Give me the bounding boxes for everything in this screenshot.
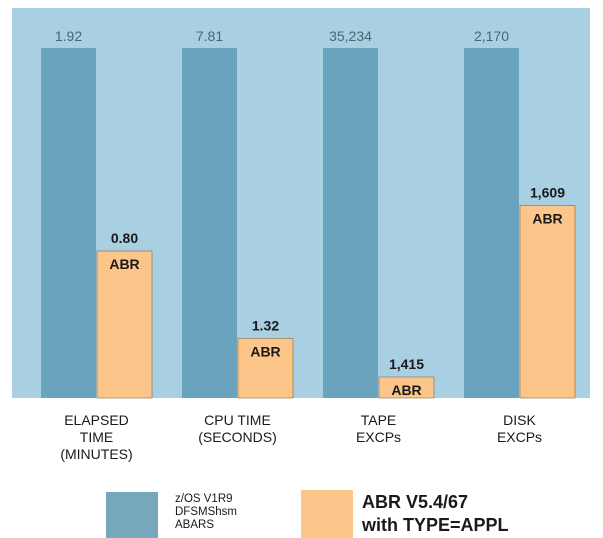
legend-series-1-line-3: ABARS [175,519,214,531]
legend-series-1-line-1: z/OS V1R9 [175,493,233,505]
value-label-series-2-3: 1,415 [389,356,424,372]
bar-text-series-2-1: ABR [109,256,139,272]
value-label-series-1-2: 7.81 [196,28,223,44]
bar-series-2-3 [378,376,435,399]
bar-text-series-2-3: ABR [391,382,421,398]
category-label-3: TAPE EXCPs [355,412,402,445]
legend-label-series-1: z/OS V1R9 DFSMShsm ABARS [175,493,237,532]
bars-layer: 1.92 0.80 ABR 7.81 1.32 ABR 35,234 1,415 ABR 2,17… [41,28,576,399]
legend-swatch-series-1 [106,492,158,538]
legend-series-2-line-2: with TYPE=APPL [362,515,509,535]
value-label-series-1-3: 35,234 [329,28,372,44]
value-label-series-1-4: 2,170 [474,28,509,44]
bar-series-1-2 [182,48,237,398]
legend-label-series-2: ABR V5.4/67 with TYPE=APPL [362,491,509,537]
bar-series-2-1 [96,250,153,399]
category-label-4: DISK EXCPs [496,412,543,445]
value-label-series-1-1: 1.92 [55,28,82,44]
bar-series-1-3 [323,48,378,398]
bar-series-1-1 [41,48,96,398]
bar-series-2-2 [237,338,294,399]
legend-swatch-series-2 [301,490,353,538]
legend-series-1-line-2: DFSMShsm [175,506,237,518]
category-label-1: ELAPSED TIME (MINUTES) [60,412,133,462]
bar-series-1-4 [464,48,519,398]
bar-text-series-2-4: ABR [532,211,562,227]
bar-text-series-2-2: ABR [250,344,280,360]
value-label-series-2-2: 1.32 [252,318,279,334]
bar-series-2-4 [519,205,576,399]
legend-series-2-line-1: ABR V5.4/67 [362,492,469,512]
category-label-2: CPU TIME (SECONDS) [198,412,277,445]
value-label-series-2-4: 1,609 [530,185,565,201]
value-label-series-2-1: 0.80 [111,230,138,246]
